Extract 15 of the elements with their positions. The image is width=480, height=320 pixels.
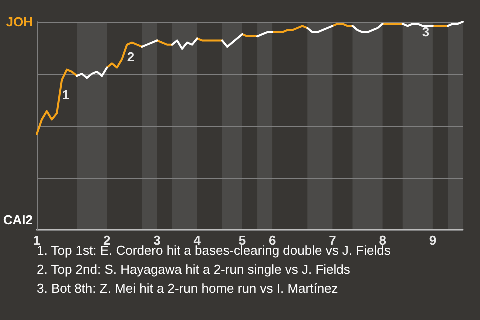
x-tick-label: 8 — [379, 233, 386, 248]
text: JOH — [6, 14, 33, 30]
annotation: 1 — [62, 88, 70, 102]
text: 3. Bot 8th: Z. Mei hit a 2-run home run vs I. Martínez — [37, 281, 338, 296]
x-tick-label: 9 — [429, 233, 437, 248]
text: 2. Top 2nd: S. Hayagawa hit a 2-run single vs J. Fields — [37, 262, 351, 277]
text: CAI2 — [3, 212, 33, 228]
x-tick-label: 3 — [154, 233, 161, 248]
annotation: 3 — [422, 24, 430, 40]
x-tick-label: 7 — [329, 233, 336, 248]
x-tick-label: 5 — [238, 233, 246, 248]
x-tick-label: 6 — [268, 233, 276, 248]
annotation: 2 — [127, 50, 135, 64]
x-tick-label: 4 — [194, 233, 202, 248]
x-tick-label: 2 — [104, 233, 111, 248]
